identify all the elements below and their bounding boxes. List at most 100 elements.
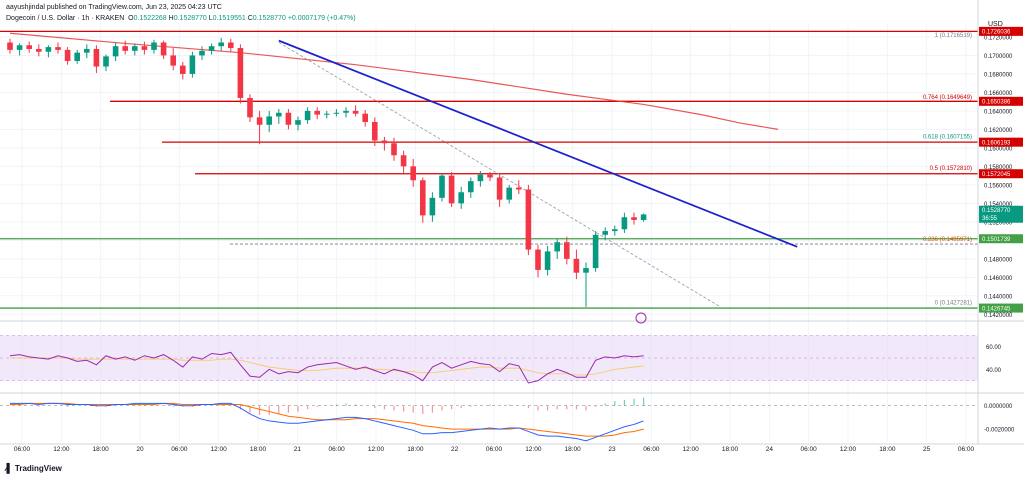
candle-body — [612, 229, 618, 232]
candle-body — [640, 214, 647, 220]
candle-body — [477, 174, 484, 182]
rsi-tick-label: 60.00 — [986, 345, 1002, 351]
candle-body — [564, 242, 570, 259]
level-tag — [979, 26, 1023, 36]
candle-body — [247, 97, 253, 118]
time-tick-label: 06:00 — [171, 446, 188, 453]
candle-body — [352, 110, 359, 114]
candle-body — [381, 140, 388, 144]
candle-body — [602, 231, 608, 235]
candlesticks — [7, 37, 647, 307]
candle-body — [468, 181, 474, 193]
candle-body — [7, 42, 13, 50]
price-tick-label: 0.1460000 — [984, 276, 1013, 282]
candle-body — [573, 258, 580, 273]
candle-body — [132, 46, 138, 51]
level-tag — [979, 137, 1023, 147]
candle-body — [199, 50, 205, 56]
candle-body — [314, 110, 320, 115]
candle-body — [410, 166, 416, 181]
candle-body — [180, 65, 186, 74]
moving-average — [9, 32, 779, 130]
candle-body — [496, 177, 503, 200]
time-tick-label: 18:00 — [407, 446, 424, 453]
time-tick-label: 18:00 — [722, 446, 739, 453]
candle-body — [160, 42, 167, 56]
candle-body — [103, 56, 109, 67]
candle-body — [362, 113, 368, 122]
change-value: +0.0007179 (+0.47%) — [287, 15, 356, 22]
time-tick-label: 06:00 — [14, 446, 31, 453]
time-tick-label: 21 — [294, 446, 302, 453]
candle-body — [170, 55, 176, 66]
price-tick-label: 0.1700000 — [984, 54, 1013, 60]
candle-body — [487, 174, 493, 178]
time-tick-label: 18:00 — [93, 446, 110, 453]
candle-body — [285, 112, 292, 125]
price-tags: 0.17260360.16503860.16061930.15720450.15… — [635, 26, 1023, 324]
price-tick-label: 0.1580000 — [984, 165, 1013, 171]
time-tick-label: 25 — [923, 446, 931, 453]
low-value: 0.1519551 — [212, 15, 246, 22]
candle-body — [554, 242, 560, 252]
time-tick-label: 12:00 — [683, 446, 700, 453]
candle-body — [26, 45, 32, 49]
time-tick-label: 12:00 — [840, 446, 857, 453]
rsi-tick-label: 40.00 — [986, 368, 1002, 374]
price-tick-label: 0.1640000 — [984, 109, 1013, 115]
macd-pane — [0, 397, 978, 442]
price-tick-label: 0.1520000 — [984, 220, 1013, 226]
rsi-line — [9, 351, 644, 384]
high-value: 0.1528770 — [173, 15, 207, 22]
currency-label: USD — [988, 21, 1003, 28]
time-tick-label: 23 — [608, 446, 616, 453]
time-axis: 06:00 12:00 18:00 20 06:00 12:00 18:00 21 06:00 1… — [0, 320, 1024, 453]
candle-body — [544, 251, 551, 270]
symbol-name[interactable]: Dogecoin / U.S. Dollar · 1h · KRAKEN — [6, 15, 125, 22]
price-tick-label: 0.1420000 — [984, 313, 1013, 319]
open-value: 0.1522268 — [133, 15, 167, 22]
time-tick-label: 12:00 — [368, 446, 385, 453]
last-price-label: 0.1528770 — [982, 208, 1011, 214]
candle-body — [74, 52, 80, 61]
candle-body — [391, 143, 397, 156]
countdown-label: 36:55 — [982, 216, 998, 222]
fibonacci-levels: 1 (0.1716519) 0.764 (0.1649649) 0.618 (0.1… — [230, 33, 978, 307]
time-tick-label: 20 — [136, 446, 144, 453]
level-tag-label: 0.1726036 — [982, 30, 1011, 36]
tradingview-logo[interactable]: ⁄▌ TradingView — [6, 463, 62, 473]
candle-body — [256, 117, 263, 125]
candle-body — [516, 187, 522, 190]
price-tick-label: 0.1620000 — [984, 128, 1013, 134]
bearish-trendline — [278, 39, 798, 248]
time-tick-label: 12:00 — [525, 446, 542, 453]
candle-body — [506, 187, 512, 200]
level-tag — [979, 169, 1023, 179]
price-tick-label: 0.1720000 — [984, 35, 1013, 41]
level-tag-label: 0.1501739 — [982, 237, 1011, 243]
candle-body — [189, 55, 196, 74]
candle-body — [36, 48, 42, 52]
price-tick-label: 0.1680000 — [984, 72, 1013, 78]
low-label: L — [208, 15, 213, 22]
candle-body — [458, 192, 464, 204]
candle-body — [295, 120, 301, 125]
level-tag-label: 0.1426745 — [982, 306, 1011, 312]
horizontal-levels — [0, 30, 978, 309]
time-tick-label: 06:00 — [486, 446, 503, 453]
level-tag-label: 0.1650386 — [982, 100, 1011, 106]
candle-body — [429, 197, 436, 216]
time-tick-label: 06:00 — [329, 446, 346, 453]
candle-body — [343, 110, 349, 113]
fib-label: 0 (0.1427281) — [935, 301, 972, 307]
candle-body — [151, 42, 157, 50]
tradingview-logo-icon: ⁄▌ — [6, 463, 13, 473]
price-tick-label: 0.1440000 — [984, 294, 1013, 300]
candle-body — [525, 189, 532, 250]
candle-body — [583, 268, 589, 273]
candle-body — [324, 113, 330, 115]
publisher-line: aayushjindal published on TradingView.co… — [6, 4, 222, 11]
candle-body — [439, 175, 445, 198]
candle-body — [64, 49, 71, 61]
